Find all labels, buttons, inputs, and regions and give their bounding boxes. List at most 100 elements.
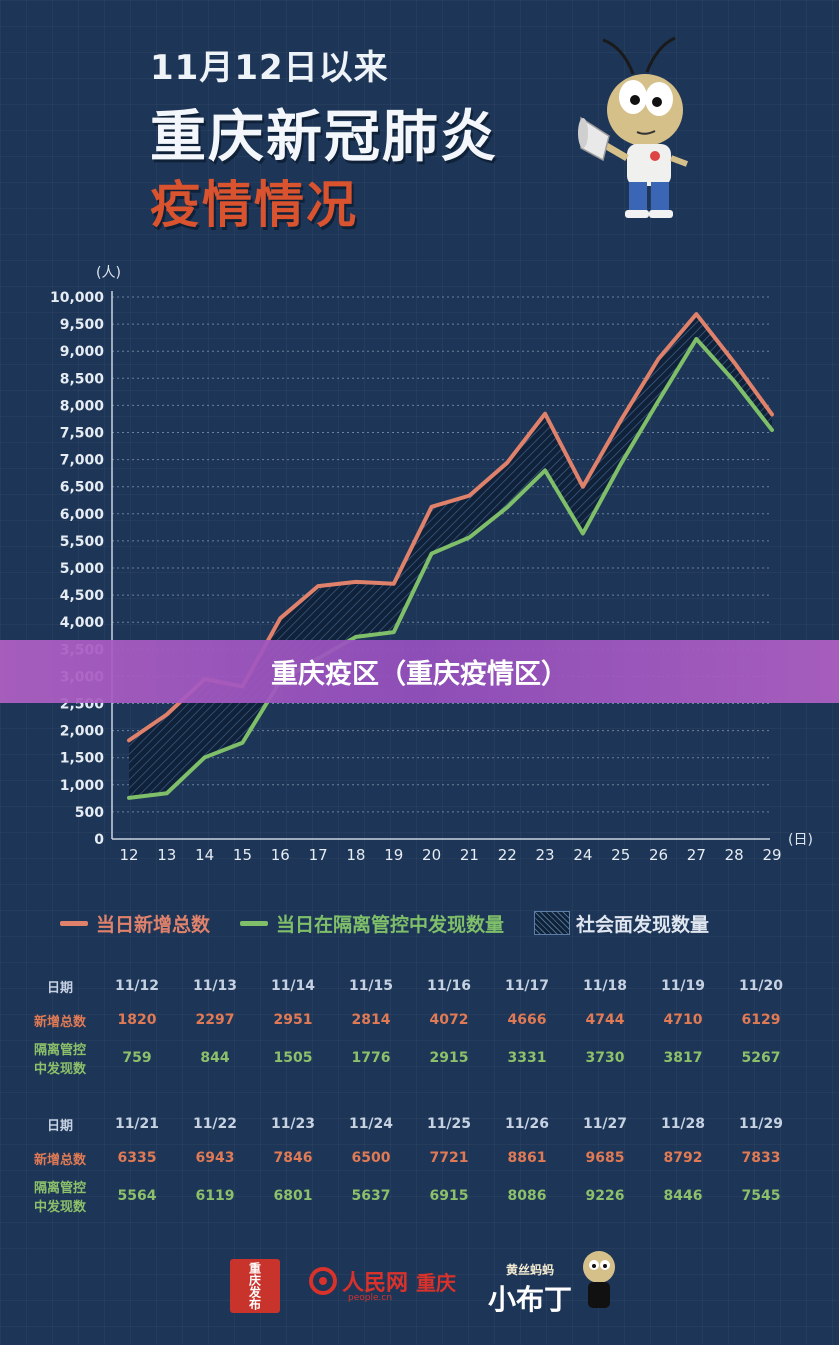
table-header-isolated: 隔离管控 中发现数	[22, 1039, 98, 1077]
x-tick-label: 12	[119, 846, 138, 864]
page-title: 重庆新冠肺炎	[150, 105, 498, 170]
table-cell: 11/17	[504, 978, 550, 994]
data-point	[732, 360, 736, 364]
table-cell: 7833	[741, 1150, 781, 1166]
data-point	[127, 738, 131, 742]
table-cell: 6801	[273, 1188, 313, 1204]
table-cell: 11/22	[192, 1116, 238, 1132]
data-point	[240, 741, 244, 745]
table-cell: 6943	[195, 1150, 235, 1166]
table-cell: 759	[122, 1050, 152, 1066]
table-cell: 2915	[429, 1050, 469, 1066]
y-tick-label: 5,000	[60, 561, 105, 577]
y-tick-label: 6,500	[60, 480, 105, 496]
y-tick-label: 6,000	[60, 507, 105, 523]
table-cell: 11/15	[348, 978, 394, 994]
data-point	[467, 535, 471, 539]
x-tick-label: 22	[498, 846, 517, 864]
table-cell: 9685	[585, 1150, 625, 1166]
data-point	[619, 462, 623, 466]
y-tick-label: 500	[75, 805, 104, 821]
table-header-isolated-line1: 隔离管控	[33, 1181, 86, 1196]
table-header-isolated: 隔离管控 中发现数	[22, 1177, 98, 1215]
y-tick-label: 10,000	[50, 290, 104, 306]
y-tick-label: 8,000	[60, 398, 105, 414]
cq-release-logo-text: 重庆发布	[247, 1262, 262, 1310]
legend-hatch-swatch	[534, 911, 571, 935]
legend-line-swatch	[240, 920, 269, 926]
ant-mascot-small-icon	[583, 1251, 615, 1308]
table-cell: 3817	[663, 1050, 703, 1066]
x-tick-label: 23	[536, 846, 555, 864]
data-point	[127, 796, 131, 800]
legend-label-community: 社会面发现数量	[576, 913, 710, 936]
x-tick-label: 15	[233, 846, 252, 864]
table-header-date: 日期	[46, 1118, 73, 1134]
table-cell: 11/20	[738, 978, 784, 994]
data-point	[505, 461, 509, 465]
table-row-totals: 新增总数 6335 6943 7846 6500 7721 8861 9685 …	[22, 1140, 822, 1176]
table-cell: 11/24	[348, 1116, 394, 1132]
table-cell: 11/19	[660, 978, 706, 994]
x-tick-label: 26	[649, 846, 668, 864]
community-area	[129, 314, 772, 798]
legend-line-swatch	[60, 920, 88, 926]
data-point	[203, 755, 207, 759]
page-subtitle: 疫情情况	[150, 176, 358, 234]
data-point	[165, 791, 169, 795]
table-header-isolated-line1: 隔离管控	[33, 1043, 86, 1058]
table-cell: 2297	[195, 1012, 235, 1028]
table-cell: 11/23	[270, 1116, 316, 1132]
y-axis-unit-label: (人)	[96, 265, 121, 281]
table-header-date: 日期	[46, 980, 73, 996]
table-cell: 11/12	[114, 978, 160, 994]
ant-mascot-icon	[578, 36, 689, 218]
x-axis-ticks: 12 13 14 15 16 17 18 19 20 21 22 23 24 25 26 27 28 29	[119, 846, 781, 864]
x-tick-label: 13	[157, 846, 176, 864]
x-tick-label: 14	[195, 846, 214, 864]
table-row-dates: 日期 11/12 11/13 11/14 11/15 11/16 11/17 1…	[22, 970, 822, 1002]
table-cell: 5267	[741, 1050, 781, 1066]
data-point	[694, 312, 698, 316]
table-header-isolated-line2: 中发现数	[33, 1200, 86, 1215]
table-cell: 7846	[273, 1150, 313, 1166]
table-cell: 11/26	[504, 1116, 550, 1132]
table-cell: 1776	[351, 1050, 391, 1066]
table-cell: 6335	[117, 1150, 157, 1166]
y-tick-label: 2,000	[60, 724, 105, 740]
data-point	[619, 419, 623, 423]
people-daily-city: 重庆	[416, 1270, 457, 1295]
table-cell: 5637	[351, 1188, 391, 1204]
table-row-totals: 新增总数 1820 2297 2951 2814 4072 4666 4744 …	[22, 1002, 822, 1038]
table-cell: 6500	[351, 1150, 391, 1166]
x-axis-unit-label: (日)	[788, 832, 813, 848]
data-point	[581, 485, 585, 489]
x-tick-label: 17	[309, 846, 328, 864]
y-tick-label: 1,500	[60, 751, 105, 767]
data-point	[543, 468, 547, 472]
cq-release-logo: 重庆发布	[230, 1259, 280, 1313]
y-tick-label: 9,500	[60, 317, 105, 333]
data-point	[770, 428, 774, 432]
table-row-isolated: 隔离管控 中发现数 759 844 1505 1776 2915 3331 37…	[22, 1038, 822, 1078]
footer-logos: 重庆发布 人民网 重庆 people.cn 黄丝蚂蚂 小布丁	[0, 1251, 839, 1325]
table-row-isolated: 隔离管控 中发现数 5564 6119 6801 5637 6915 8086 …	[22, 1176, 822, 1216]
x-tick-label: 28	[725, 846, 744, 864]
table-cell: 8792	[663, 1150, 703, 1166]
xiaobuding-logo: 黄丝蚂蚂 小布丁	[488, 1261, 572, 1318]
legend-item-total: 当日新增总数	[60, 910, 210, 937]
x-tick-label: 21	[460, 846, 479, 864]
table-cell: 4710	[663, 1012, 703, 1028]
table-cell: 844	[200, 1050, 230, 1066]
table-cell: 5564	[117, 1188, 157, 1204]
y-tick-label: 8,500	[60, 371, 105, 387]
table-cell: 2951	[273, 1012, 313, 1028]
y-tick-label: 5,500	[60, 534, 105, 550]
table-cell: 8861	[507, 1150, 547, 1166]
table-cell: 6129	[741, 1012, 781, 1028]
table-cell: 11/16	[426, 978, 472, 994]
table-cell: 11/18	[582, 978, 628, 994]
x-tick-label: 16	[271, 846, 290, 864]
table-cell: 11/28	[660, 1116, 706, 1132]
table-cell: 11/27	[582, 1116, 628, 1132]
